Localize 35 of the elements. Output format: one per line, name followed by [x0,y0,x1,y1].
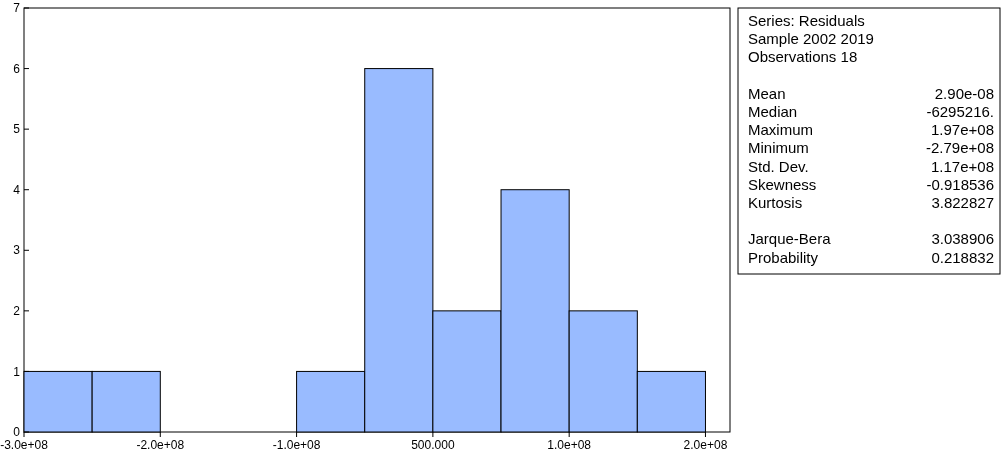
text: Skewness [748,175,817,193]
y-tick-label: 2 [13,304,21,319]
text: 3.038906 [931,230,994,248]
text: 0.218832 [931,248,994,266]
y-tick-label: 6 [13,61,21,76]
x-tick-label: 1.0e+08 [547,438,592,452]
y-tick-label: 1 [13,364,21,379]
text: Kurtosis [748,194,803,211]
x-tick-label: 2.0e+08 [683,438,728,452]
text: Series: Residuals [748,12,865,29]
text: -0.918536 [926,175,994,193]
x-tick-label: -2.0e+08 [136,438,185,452]
text: Jarque-Bera [748,230,832,248]
text: 2.90e-08 [934,84,994,102]
text: Maximum [748,121,814,139]
text: 1.97e+08 [931,121,994,139]
y-tick-label: 0 [13,425,21,440]
x-tick-label: -1.0e+08 [272,438,321,452]
y-tick-label: 5 [13,122,21,137]
text: Minimum [748,139,809,157]
text: Median [748,103,798,120]
text: Observations 18 [748,48,858,66]
text: Sample 2002 2019 [748,30,874,48]
text: 3.822827 [931,194,994,211]
text: -6295216. [926,103,994,120]
y-tick-label: 3 [13,243,21,258]
text: 1.17e+08 [931,157,994,175]
text: Probability [748,248,819,266]
x-tick-label: -3.0e+08 [0,438,49,452]
text: Mean [748,84,786,102]
y-tick-label: 4 [13,182,21,197]
text: Std. Dev. [748,157,809,175]
x-tick-label: 500.000 [411,438,455,452]
text: -2.79e+08 [926,139,994,157]
y-tick-label: 7 [13,1,21,16]
